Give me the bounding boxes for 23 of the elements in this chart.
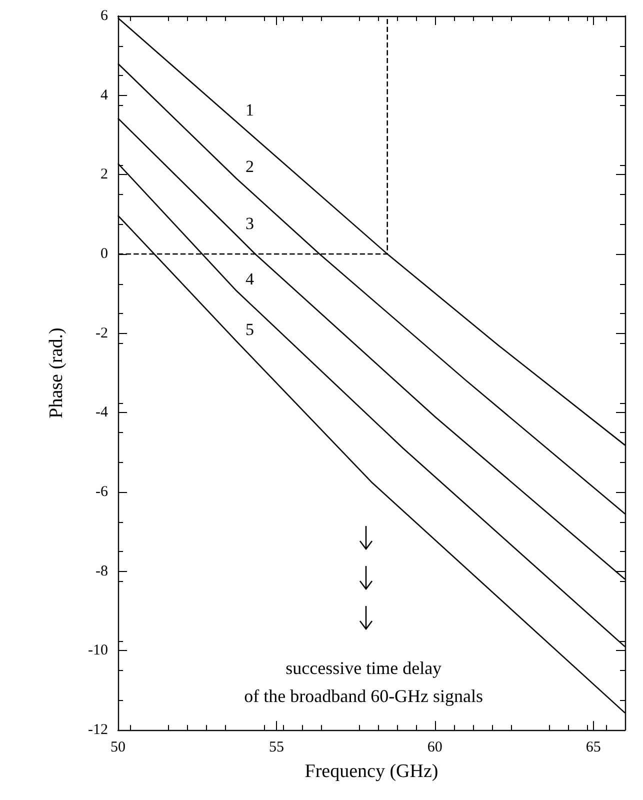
annotation: of the broadband 60-GHz signals xyxy=(244,686,484,706)
series-label: 4 xyxy=(246,269,255,288)
x-axis-title: Frequency (GHz) xyxy=(304,761,438,782)
series-label: 5 xyxy=(246,320,254,339)
x-tick-label: 60 xyxy=(427,740,442,756)
y-tick-label: -8 xyxy=(96,563,108,580)
y-tick-label: -10 xyxy=(88,642,108,659)
series-label: 3 xyxy=(246,214,254,233)
y-tick-label: -4 xyxy=(96,404,108,421)
series-label: 2 xyxy=(246,157,254,176)
x-tick-label: 65 xyxy=(586,740,601,756)
y-tick-label: -12 xyxy=(88,722,108,738)
x-tick-label: 50 xyxy=(110,740,126,756)
x-tick-label: 55 xyxy=(268,740,284,756)
y-tick-label: 6 xyxy=(100,8,108,24)
y-tick-label: 0 xyxy=(100,246,108,262)
y-tick-label: 4 xyxy=(100,87,108,104)
y-axis-title: Phase (rad.) xyxy=(46,328,67,418)
y-tick-label: -6 xyxy=(96,484,108,500)
annotation: successive time delay xyxy=(286,658,442,678)
y-tick-label: -2 xyxy=(96,325,108,342)
series-label: 1 xyxy=(246,100,254,120)
y-tick-label: 2 xyxy=(100,166,108,183)
